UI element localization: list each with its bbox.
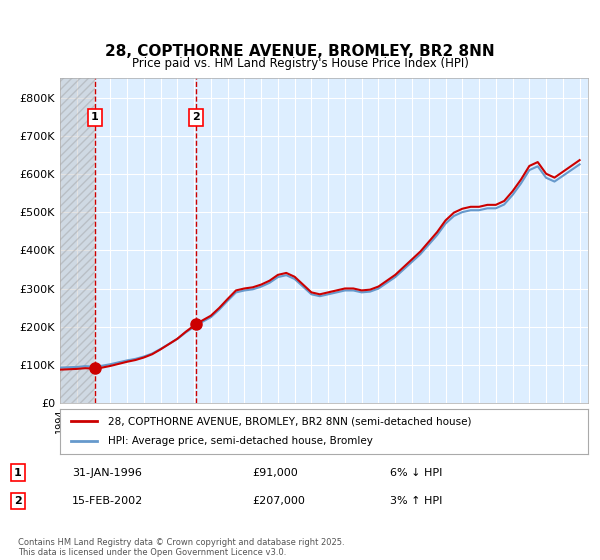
Text: 28, COPTHORNE AVENUE, BROMLEY, BR2 8NN (semi-detached house): 28, COPTHORNE AVENUE, BROMLEY, BR2 8NN (… [107,416,471,426]
Text: 15-FEB-2002: 15-FEB-2002 [72,496,143,506]
Text: 28, COPTHORNE AVENUE, BROMLEY, BR2 8NN: 28, COPTHORNE AVENUE, BROMLEY, BR2 8NN [105,44,495,59]
Text: £207,000: £207,000 [252,496,305,506]
Text: £91,000: £91,000 [252,468,298,478]
Text: 1: 1 [91,113,99,123]
Text: 2: 2 [193,113,200,123]
Text: 3% ↑ HPI: 3% ↑ HPI [390,496,442,506]
Text: 6% ↓ HPI: 6% ↓ HPI [390,468,442,478]
Text: Contains HM Land Registry data © Crown copyright and database right 2025.
This d: Contains HM Land Registry data © Crown c… [18,538,344,557]
Text: HPI: Average price, semi-detached house, Bromley: HPI: Average price, semi-detached house,… [107,436,373,446]
Text: 1: 1 [14,468,22,478]
Bar [60,78,95,403]
Text: 31-JAN-1996: 31-JAN-1996 [72,468,142,478]
Text: 2: 2 [14,496,22,506]
Text: Price paid vs. HM Land Registry's House Price Index (HPI): Price paid vs. HM Land Registry's House … [131,57,469,70]
